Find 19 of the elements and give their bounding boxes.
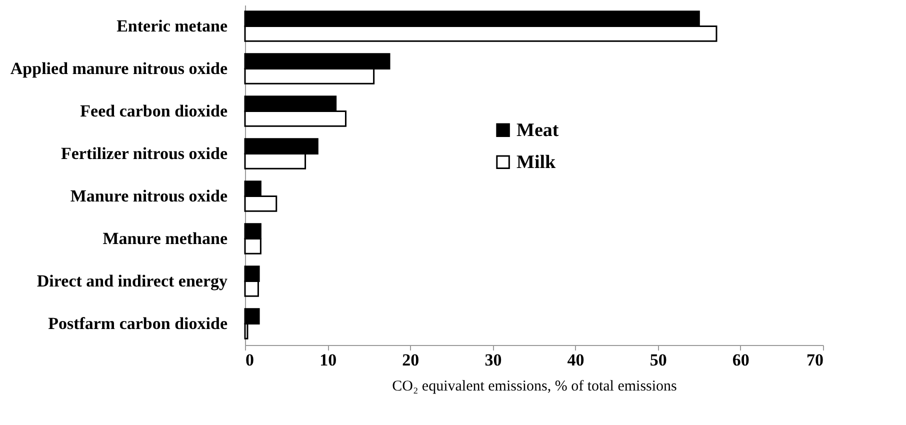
x-tick-label: 50 [650,350,667,370]
x-tick-label: 20 [402,350,420,370]
y-tick-label: Manure nitrous oxide [70,186,228,206]
x-tick-label: 40 [567,350,584,370]
x-tick-label: 70 [806,350,824,370]
x-tick-label: 30 [484,350,502,370]
y-tick-label: Enteric metane [116,16,228,36]
y-tick-label: Postfarm carbon dioxide [48,314,228,333]
x-tick-label: 60 [732,350,750,370]
legend-label: Meat [516,120,560,142]
y-tick-label: Direct and indirect energy [36,271,228,290]
y-tick-label: Feed carbon dioxide [80,101,228,120]
x-tick-label: 10 [320,350,337,370]
legend-label: Milk [516,152,556,174]
y-tick-label: Fertilizer nitrous oxide [60,144,228,163]
y-tick-label: Manure methane [102,228,228,248]
y-tick-label: Applied manure nitrous oxide [10,58,228,78]
x-axis-title: CO₂ equivalent emissions, % of total emissions [392,378,678,394]
x-tick-label: 0 [246,350,254,370]
